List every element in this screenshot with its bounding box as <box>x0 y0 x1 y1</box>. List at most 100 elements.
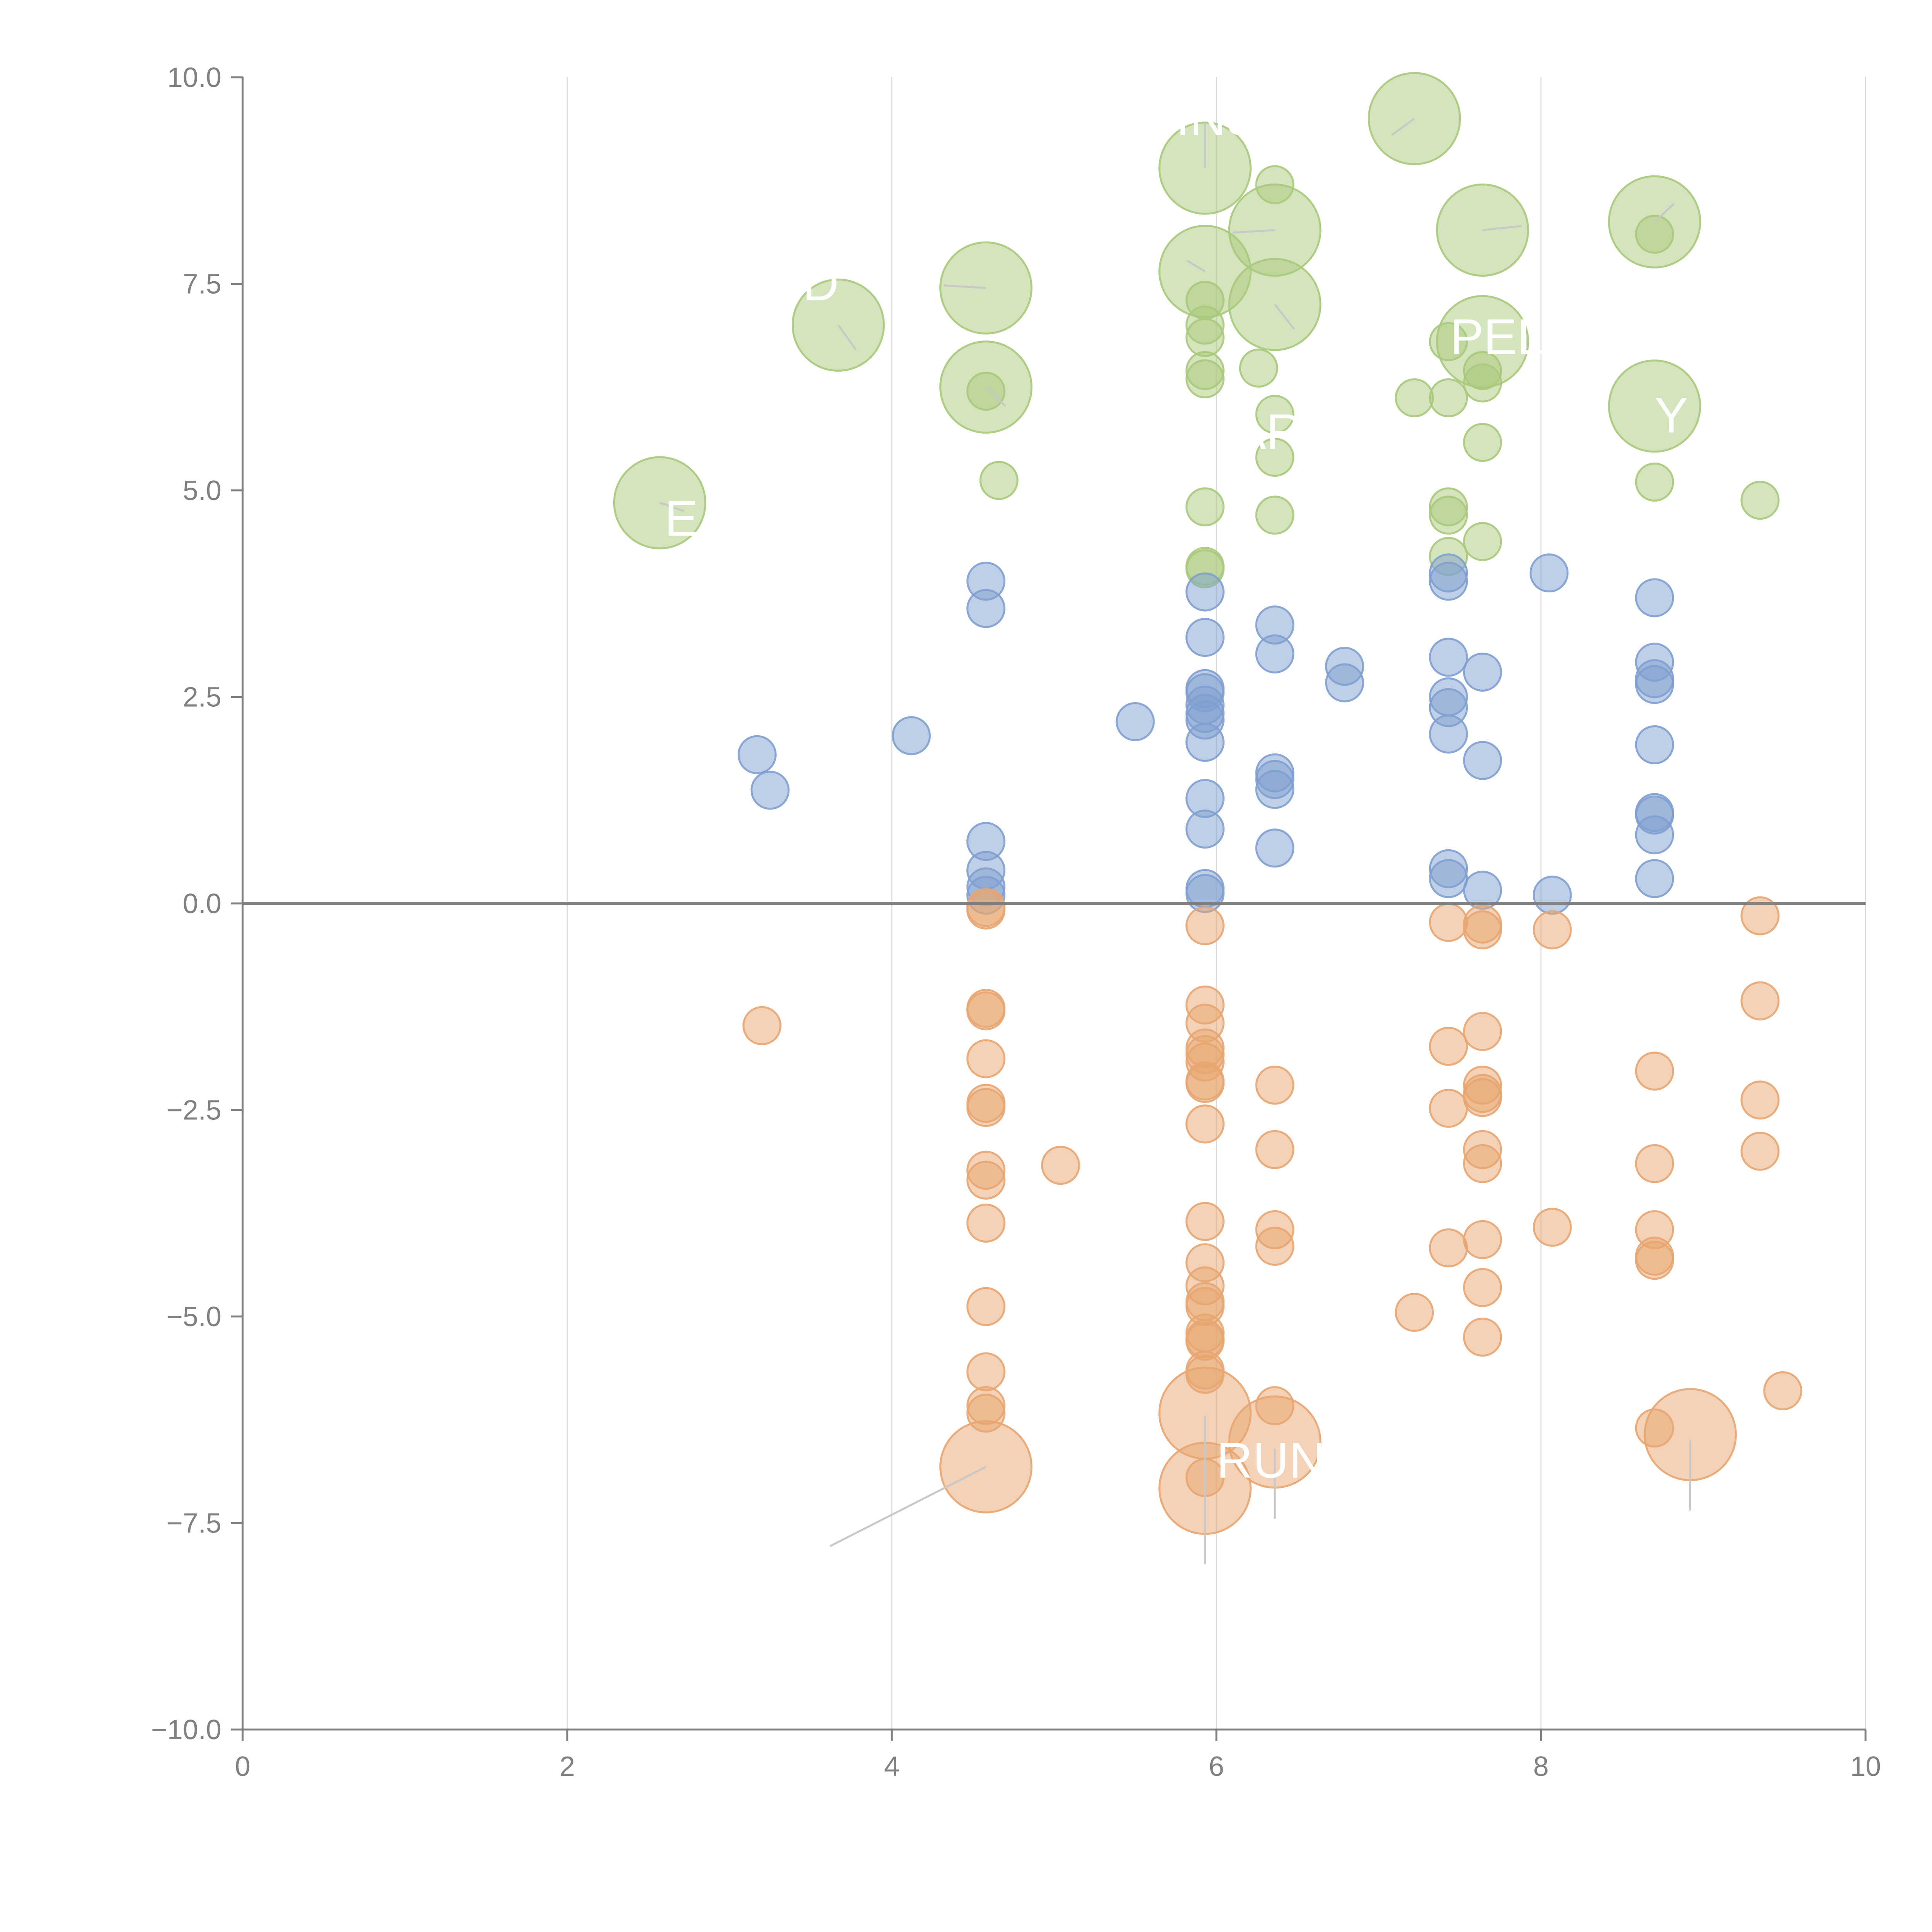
data-point-s2-2 <box>966 890 1006 930</box>
y-tick-label-2: 5.0 <box>183 475 221 506</box>
data-point-s2-60 <box>1463 1317 1502 1357</box>
y-tick-label-0: 10.0 <box>167 62 221 93</box>
x-tick-label-2: 4 <box>884 1751 900 1782</box>
leader-line-5 <box>659 502 685 512</box>
data-point-s2-7 <box>966 1088 1006 1127</box>
data-point-s2-55 <box>1463 1078 1502 1117</box>
data-point-s1-23 <box>1255 634 1294 673</box>
data-point-s0-12 <box>1185 359 1225 398</box>
data-point-s0-24 <box>1395 378 1434 418</box>
y-tick-label-6: −5.0 <box>167 1301 221 1332</box>
data-point-s1-35 <box>1429 859 1468 898</box>
y-tick-label-5: −2.5 <box>167 1095 221 1126</box>
leader-line-9 <box>1187 260 1206 272</box>
y-tick-label-8: −10.0 <box>151 1714 221 1745</box>
data-point-s2-64 <box>1635 1144 1674 1183</box>
data-point-s0-10 <box>1185 318 1225 357</box>
x-tick-label-3: 6 <box>1209 1751 1224 1782</box>
data-point-s1-2 <box>891 716 931 755</box>
data-point-s0-20 <box>1255 395 1294 434</box>
data-point-s1-0 <box>737 735 777 774</box>
data-point-s2-47 <box>1429 1027 1468 1066</box>
data-point-s2-46 <box>1429 903 1468 942</box>
data-point-s1-11 <box>1185 618 1225 657</box>
data-points <box>613 72 1803 1535</box>
data-point-s0-30 <box>1463 363 1502 403</box>
data-point-s1-47 <box>1635 725 1674 765</box>
x-tick-label-5: 10 <box>1850 1751 1881 1782</box>
data-point-s2-48 <box>1429 1088 1468 1128</box>
data-point-s2-40 <box>1255 1130 1294 1169</box>
annotation-label-1: PEL <box>1450 308 1545 365</box>
data-point-s1-39 <box>1463 741 1502 780</box>
annotation-label-6: INS <box>1176 90 1260 146</box>
data-point-s2-24 <box>1185 1064 1225 1103</box>
leader-line-6 <box>944 284 986 289</box>
data-point-s1-27 <box>1255 828 1294 868</box>
x-tick-label-0: 0 <box>235 1751 250 1782</box>
data-point-s2-26 <box>1185 1202 1225 1241</box>
annotation-label-0: RUN <box>1216 1432 1325 1488</box>
data-point-s0-5 <box>979 461 1019 500</box>
x-tick-label-4: 8 <box>1533 1751 1549 1782</box>
data-point-s1-4 <box>966 589 1006 628</box>
data-point-s2-59 <box>1463 1268 1502 1307</box>
data-point-s2-73 <box>1740 1131 1780 1171</box>
data-point-s0-38 <box>1608 359 1701 453</box>
data-point-s2-42 <box>1255 1226 1294 1266</box>
data-point-s0-22 <box>1255 495 1294 535</box>
annotation-label-5: D <box>803 255 839 311</box>
annotation-label-4: E <box>665 490 698 547</box>
data-point-s1-17 <box>1185 723 1225 762</box>
data-point-s2-71 <box>1740 981 1780 1020</box>
data-point-s2-49 <box>1429 1228 1468 1268</box>
leader-line-4 <box>837 324 857 351</box>
data-point-s2-11 <box>966 1287 1006 1326</box>
data-point-s0-35 <box>1463 522 1502 561</box>
data-point-s0-13 <box>1185 487 1225 527</box>
data-point-s2-67 <box>1635 1241 1674 1280</box>
data-point-s1-37 <box>1429 553 1468 593</box>
y-tick-label-1: 7.5 <box>183 269 221 300</box>
y-tick-label-7: −7.5 <box>167 1508 221 1539</box>
axes: 10.0 7.5 5.0 2.5 0.0 −2.5 −5.0 −7.5 −10.0 0 2 4 6 8 10 <box>151 62 1881 1782</box>
data-point-s2-39 <box>1255 1065 1294 1105</box>
data-point-s1-26 <box>1255 770 1294 809</box>
leader-line-12 <box>1391 117 1415 136</box>
data-point-s2-63 <box>1635 1051 1674 1091</box>
data-point-s1-43 <box>1635 578 1674 617</box>
data-point-s2-70 <box>1740 896 1780 935</box>
data-point-s2-9 <box>966 1160 1006 1200</box>
data-point-s2-61 <box>1532 910 1572 949</box>
annotation-labels: RUN PEL Y AR E D INS <box>665 90 1688 1488</box>
data-point-s0-31 <box>1463 423 1502 462</box>
data-point-s1-42 <box>1532 876 1572 915</box>
leader-line-0 <box>830 1466 986 1547</box>
data-point-s2-10 <box>966 1203 1006 1243</box>
annotation-label-3: AR <box>1233 403 1303 460</box>
data-point-s0-40 <box>1740 481 1780 520</box>
data-point-s1-38 <box>1463 652 1502 692</box>
data-point-s0-19 <box>1239 349 1278 388</box>
data-point-s0-21 <box>1255 437 1294 477</box>
data-point-s1-41 <box>1529 553 1569 593</box>
x-tick-label-1: 2 <box>560 1751 575 1782</box>
data-point-s2-62 <box>1532 1208 1572 1247</box>
data-point-s1-30 <box>1429 638 1468 677</box>
data-point-s2-45 <box>1395 1293 1434 1332</box>
data-point-s2-72 <box>1740 1080 1780 1120</box>
leader-line-7 <box>985 386 1006 407</box>
data-point-s1-29 <box>1325 663 1364 702</box>
y-tick-label-3: 2.5 <box>183 682 221 713</box>
data-point-s1-33 <box>1429 714 1468 754</box>
y-tick-label-4: 0.0 <box>183 888 221 919</box>
data-point-s2-51 <box>1463 910 1502 949</box>
annotation-label-2: Y <box>1655 387 1688 443</box>
data-point-s1-10 <box>1185 572 1225 612</box>
data-point-s2-74 <box>1763 1371 1803 1410</box>
annotation-leaders <box>659 117 1691 1565</box>
data-point-s1-50 <box>1635 815 1674 855</box>
data-point-s2-12 <box>966 1352 1006 1391</box>
data-point-s2-0 <box>742 1006 782 1045</box>
